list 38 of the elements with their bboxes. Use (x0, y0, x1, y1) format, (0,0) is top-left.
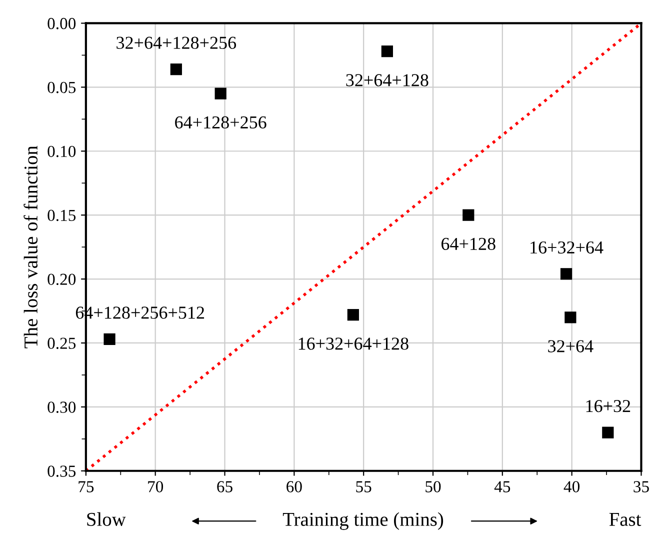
annotation: 64+128+256 (175, 116, 266, 128)
y-tick-label: 0.15 (48, 210, 76, 222)
annotation: 32+64+128 (346, 74, 428, 86)
x-tick-label: 65 (217, 481, 232, 492)
y-tick-label: 0.20 (48, 274, 76, 286)
y-tick-label: 0.25 (48, 338, 76, 349)
point (564, 312, 576, 324)
x-tick-label: 75 (78, 481, 94, 492)
y-tick-label: 0.05 (48, 82, 76, 94)
point (381, 46, 393, 58)
point (170, 63, 182, 76)
annotation: 16+32+64 (530, 241, 604, 254)
text: Slow (87, 512, 126, 526)
x-tick-label: 45 (494, 481, 510, 492)
text: Fast (609, 513, 642, 526)
annotation: 16+32+64+128 (298, 338, 408, 350)
annotation: 16+32 (586, 400, 630, 412)
y-tick-label: 0.30 (48, 402, 76, 413)
x-tick-label: 70 (148, 481, 164, 492)
y-tick-label: 0.10 (48, 146, 76, 158)
x-tick-label: 60 (286, 481, 302, 492)
point (104, 333, 116, 345)
point (462, 209, 474, 221)
x-tick-label: 35 (634, 481, 649, 492)
point (602, 426, 614, 438)
annotation: 32+64+128+256 (116, 36, 236, 49)
x-tick-label: 50 (426, 481, 441, 492)
annotation: 64+128 (442, 238, 496, 250)
x-tick-label: 40 (564, 481, 580, 492)
point (214, 88, 226, 100)
y-tick-label: 0.00 (48, 18, 76, 30)
x-tick-label: 55 (356, 481, 372, 492)
y-tick-label: 0.35 (48, 466, 76, 477)
y-axis-title: The loss value of function (24, 146, 38, 348)
point (560, 268, 572, 280)
x-axis-title: Training time (mins) (282, 512, 444, 530)
annotation: 32+64 (548, 340, 594, 352)
point (347, 309, 359, 321)
